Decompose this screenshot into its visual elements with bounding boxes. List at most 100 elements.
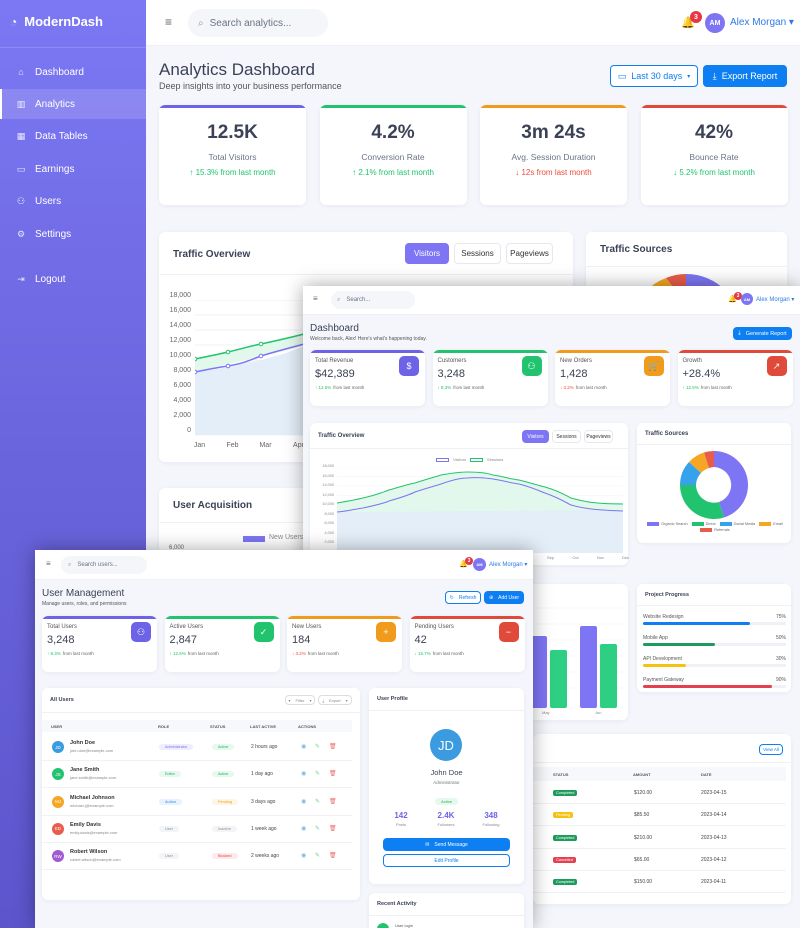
tab-pageviews[interactable]: Pageviews (506, 243, 553, 264)
view-all-button[interactable]: View All (759, 744, 783, 755)
change-percent: 12.5% (173, 651, 186, 656)
brand[interactable]: ◔ ModernDash (10, 14, 103, 29)
user-menu[interactable]: Alex Morgan ▾ (730, 17, 794, 28)
edit-icon[interactable]: ✎ (315, 853, 321, 860)
edit-icon[interactable]: ✎ (315, 744, 321, 750)
table-row[interactable]: Completed $150.00 2023-04-11 (533, 871, 786, 894)
add-user-button[interactable]: ⊕ Add User (484, 591, 524, 604)
bell-icon[interactable]: 🔔 (459, 561, 468, 568)
view-icon[interactable]: ◉ (301, 825, 307, 832)
table-row[interactable]: Pending $85.50 2023-04-14 (533, 804, 786, 827)
user-email: michael.j@example.com (70, 802, 114, 808)
table-row[interactable]: JD John Doe john.doe@example.com Administra… (42, 734, 352, 761)
table-row[interactable]: Cancelled $65.00 2023-04-12 (533, 849, 786, 871)
sidebar-item-users[interactable]: ⚇ Users (0, 187, 146, 217)
page-subtitle: Welcome back, Alex! Here's what's happen… (310, 336, 427, 342)
send-message-button[interactable]: ✉ Send Message (383, 838, 510, 851)
refresh-button[interactable]: ↻ Refresh (445, 591, 481, 604)
sidebar-item-analytics[interactable]: ▥ Analytics (0, 89, 146, 120)
status-badge: Pending (553, 812, 573, 819)
table-row[interactable]: Completed $210.00 2023-04-13 (533, 827, 786, 849)
edit-icon[interactable]: ✎ (315, 771, 321, 778)
stat-card: Customers 3,248 ⚇ ↑ 8.3% from last month (432, 350, 548, 406)
profile-avatar: JD (430, 729, 462, 761)
notification-badge: 3 (690, 11, 702, 23)
delete-icon[interactable]: 🗑 (329, 771, 337, 778)
last-active: 2 weeks ago (251, 853, 280, 860)
envelope-icon: ✉ (425, 841, 430, 848)
legend-swatch (691, 522, 704, 526)
bell-icon[interactable]: 🔔 (728, 296, 737, 303)
column-header: STATUS (210, 724, 226, 729)
change-text: from last month (307, 651, 339, 656)
legend-label: New Users (269, 534, 304, 541)
last-active: 1 week ago (251, 825, 277, 832)
profile-stat-label: Following (482, 822, 500, 827)
table-row[interactable]: Completed $120.00 2023-04-15 (533, 782, 786, 804)
generate-report-button[interactable]: ⤓ Generate Report (733, 327, 792, 340)
sidebar-item-data-tables[interactable]: ▦ Data Tables (0, 122, 146, 152)
tab-sessions[interactable]: Sessions (552, 430, 581, 443)
tab-pageviews[interactable]: Pageviews (584, 430, 613, 443)
y-tick: 16,000 (322, 473, 334, 478)
bar-chart-icon: ▥ (16, 98, 26, 109)
sidebar-item-earnings[interactable]: ▭ Earnings (0, 154, 146, 184)
export-report-button[interactable]: ⤓ Export Report (703, 65, 787, 87)
users-icon: ⚇ (521, 356, 542, 376)
legend-swatch (700, 528, 713, 532)
x-tick: Jun (595, 710, 602, 715)
filter-label: Filter (295, 697, 305, 703)
avatar[interactable]: AM (741, 293, 753, 305)
avatar[interactable]: AM (705, 13, 725, 33)
delete-icon[interactable]: 🗑 (329, 744, 337, 750)
order-amount: $65.00 (634, 856, 650, 863)
x-tick: Jan (193, 442, 206, 449)
table-row[interactable]: RW Robert Wilson robert.wilson@example.com… (42, 843, 352, 871)
change-text: from last month (333, 385, 365, 390)
table-row[interactable]: ED Emily Davis emily.davis@example.com User… (42, 816, 352, 843)
view-icon[interactable]: ◉ (301, 771, 307, 778)
tab-visitors[interactable]: Visitors (522, 430, 549, 443)
table-row[interactable]: MJ Michael Johnson michael.j@example.com Au… (42, 789, 352, 816)
menu-icon[interactable]: ≡ (46, 559, 51, 568)
edit-icon[interactable]: ✎ (315, 825, 321, 832)
legend-swatch-visitors (436, 457, 449, 462)
view-icon[interactable]: ◉ (301, 853, 307, 860)
tab-sessions[interactable]: Sessions (454, 243, 501, 264)
delete-icon[interactable]: 🗑 (329, 798, 337, 805)
table-row[interactable]: JS Jane Smith jane.smith@example.com Editor… (42, 761, 352, 789)
edit-icon[interactable]: ✎ (315, 798, 321, 805)
stat-card: 3m 24s Avg. Session Duration ↓ 12s from la… (480, 105, 627, 205)
logout-button[interactable]: ⇥ Logout (0, 264, 146, 294)
view-icon[interactable]: ◉ (301, 744, 307, 750)
x-axis: Sep Oct Nov Dec (538, 555, 638, 560)
edit-profile-button[interactable]: Edit Profile (383, 854, 510, 867)
status-badge: Inactive (212, 825, 238, 832)
change-text: from last month (700, 385, 732, 390)
project-percent: 50% (775, 635, 786, 641)
search-input[interactable]: ⌕ Search analytics... (188, 9, 328, 37)
search-input[interactable]: ⌕ Search... (331, 291, 415, 309)
search-input[interactable]: ⌕ Search users... (61, 556, 147, 574)
view-icon[interactable]: ◉ (301, 798, 307, 805)
user-minus-icon: − (498, 622, 519, 642)
notification-badge: 3 (734, 292, 742, 300)
user-menu[interactable]: Alex Morgan ▾ (489, 562, 528, 568)
stat-label: Total Revenue (315, 358, 354, 364)
sidebar-item-settings[interactable]: ⚙ Settings (0, 219, 146, 249)
stat-change: ↑ 2.1% from last month (352, 168, 434, 177)
filter-button[interactable]: ▾ Filter ▾ (285, 695, 315, 705)
menu-icon[interactable]: ≡ (313, 294, 318, 303)
avatar[interactable]: AM (473, 558, 486, 571)
delete-icon[interactable]: 🗑 (329, 825, 337, 832)
sidebar-item-dashboard[interactable]: ⌂ Dashboard (0, 57, 146, 87)
date-range-dropdown[interactable]: ▭ Last 30 days ▾ (610, 65, 698, 87)
order-date: 2023-04-11 (701, 879, 727, 886)
tab-visitors[interactable]: Visitors (405, 243, 449, 264)
user-menu[interactable]: Alex Morgan ▾ (756, 297, 795, 303)
progress-bar (643, 643, 786, 646)
delete-icon[interactable]: 🗑 (329, 853, 337, 860)
legend-item: Direct (691, 522, 716, 526)
menu-icon[interactable]: ≡ (165, 15, 173, 29)
export-button[interactable]: ⤓ Export ▾ (318, 695, 352, 705)
